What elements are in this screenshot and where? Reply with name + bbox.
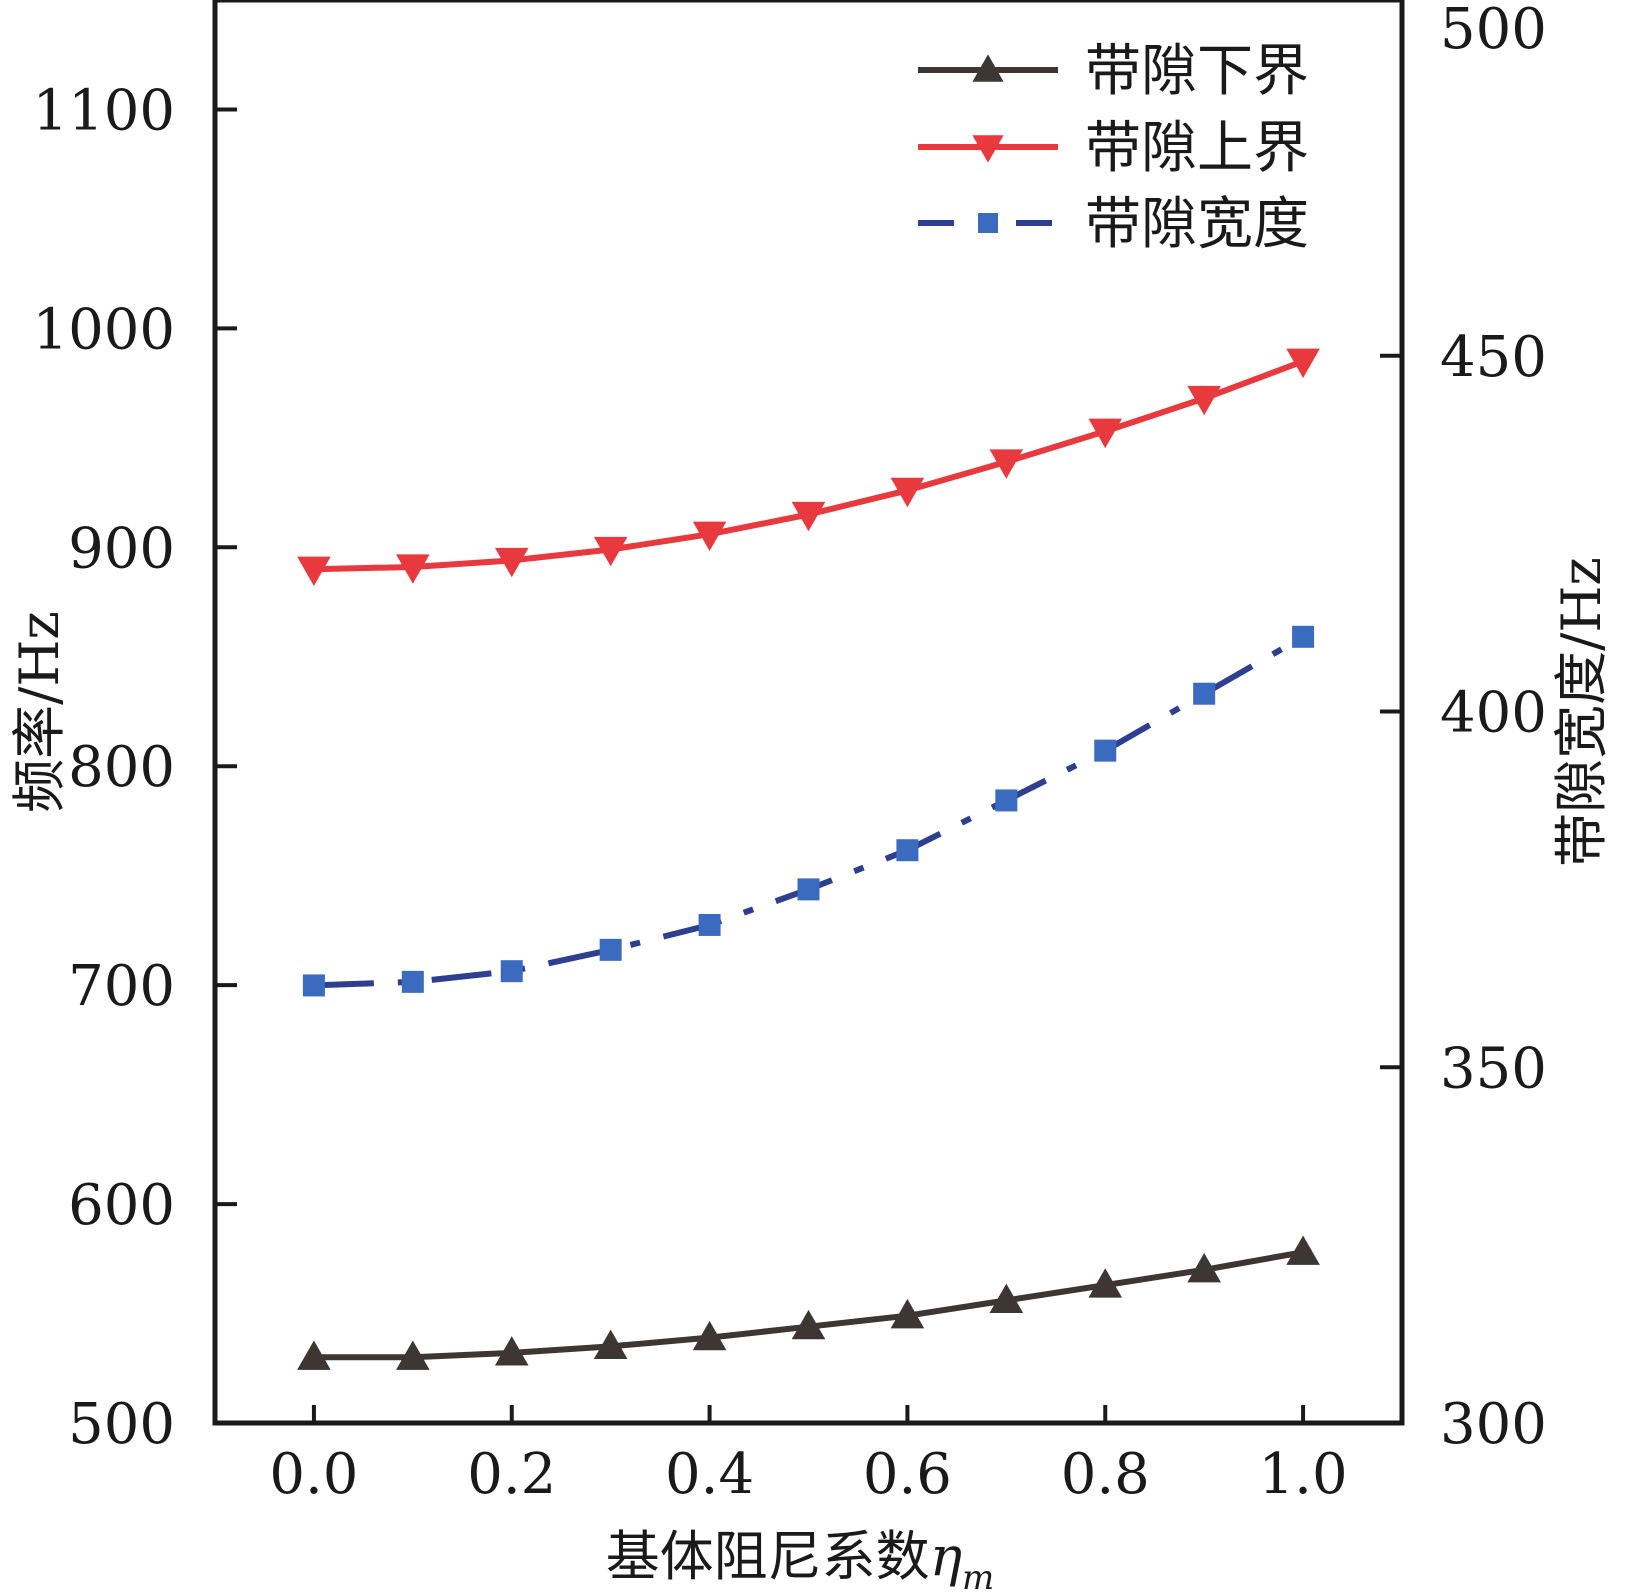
data-point-marker: [791, 501, 826, 532]
series-1: [297, 1235, 1320, 1370]
data-point-marker: [1088, 1268, 1123, 1298]
data-point-marker: [989, 1283, 1024, 1314]
data-point-marker: [797, 878, 820, 901]
y-left-tick-label: 1000: [32, 297, 175, 362]
y-left-tick-label: 500: [68, 1392, 175, 1457]
y-right-tick-label: 300: [1440, 1392, 1547, 1457]
data-point-marker: [989, 449, 1024, 479]
legend-item-2: 带隙上界: [918, 116, 1309, 181]
x-tick-label: 0.8: [1061, 1442, 1150, 1507]
y-right-tick-label: 450: [1440, 325, 1547, 390]
data-point-marker: [593, 1329, 628, 1359]
y-left-tick-label: 800: [68, 735, 175, 800]
data-point-marker: [494, 547, 529, 578]
y-right-tick-label: 350: [1440, 1036, 1547, 1101]
data-point-marker: [692, 521, 727, 551]
left-axis-ticks: 500 600 700 800 900 1000 1100: [32, 78, 237, 1457]
legend-item-1: 带隙下界: [918, 39, 1309, 104]
data-point-marker: [1286, 1235, 1320, 1265]
series-line: [313, 1249, 1304, 1361]
data-point-marker: [1187, 385, 1221, 416]
legend-label: 带隙上界: [1085, 116, 1309, 181]
series-3: [302, 625, 1315, 997]
data-point-marker: [1088, 418, 1123, 449]
y-axis-right-title: 带隙宽度/Hz: [1550, 557, 1613, 867]
y-left-tick-label: 600: [68, 1173, 175, 1238]
data-point-marker: [1286, 348, 1320, 379]
data-point-marker: [302, 974, 325, 997]
x-tick-label: 0.0: [269, 1442, 358, 1507]
data-point-marker: [494, 1336, 529, 1366]
x-axis-title-main: 基体阻尼系数: [606, 1525, 930, 1588]
data-point-marker: [1094, 739, 1117, 762]
y-left-tick-label: 700: [68, 954, 175, 1019]
x-tick-label: 0.6: [863, 1442, 952, 1507]
data-point-marker: [599, 938, 622, 961]
x-axis-title: 基体阻尼系数ηm: [606, 1525, 995, 1594]
x-axis-title-subscript: m: [962, 1558, 994, 1594]
data-point-marker: [500, 960, 523, 983]
data-point-marker: [978, 213, 998, 233]
data-point-marker: [791, 1309, 826, 1340]
series-2: [297, 348, 1320, 586]
data-point-marker: [692, 1320, 727, 1351]
y-right-tick-label: 500: [1440, 0, 1547, 62]
x-axis-title-symbol: η: [930, 1525, 962, 1588]
data-point-marker: [1187, 1252, 1221, 1283]
data-point-marker: [396, 1340, 430, 1370]
legend-label: 带隙下界: [1085, 39, 1309, 104]
y-left-tick-label: 900: [68, 516, 175, 581]
x-tick-label: 0.4: [665, 1442, 754, 1507]
data-point-marker: [972, 135, 1004, 163]
x-tick-label: 1.0: [1259, 1442, 1348, 1507]
series-line: [313, 358, 1305, 573]
data-point-marker: [593, 536, 628, 567]
data-point-marker: [396, 554, 430, 584]
data-point-marker: [995, 789, 1018, 812]
y-axis-left-title: 频率/Hz: [8, 611, 71, 813]
right-axis-ticks: 300 350 400 450 500: [1380, 0, 1547, 1457]
data-point-marker: [297, 556, 331, 586]
data-point-marker: [401, 970, 424, 993]
x-axis-ticks: 0.0 0.2 0.4 0.6 0.8 1.0: [269, 1405, 1348, 1507]
data-point-marker: [972, 54, 1004, 82]
data-point-marker: [896, 839, 919, 862]
data-point-marker: [1193, 682, 1216, 705]
data-point-marker: [698, 913, 721, 936]
legend-label: 带隙宽度: [1085, 192, 1309, 257]
x-tick-label: 0.2: [467, 1442, 556, 1507]
data-point-marker: [1292, 625, 1315, 648]
data-point-marker: [890, 477, 925, 508]
series-layer: [297, 348, 1320, 1370]
series-line: [313, 634, 1305, 989]
legend-item-3: 带隙宽度: [918, 192, 1309, 257]
y-left-tick-label: 1100: [32, 78, 175, 143]
data-point-marker: [297, 1340, 331, 1370]
data-point-marker: [890, 1298, 925, 1329]
y-right-tick-label: 400: [1440, 681, 1547, 746]
